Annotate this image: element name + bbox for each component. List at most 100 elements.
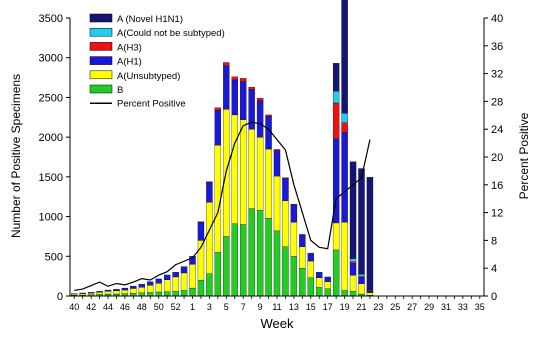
bar-segment-b [181, 290, 187, 296]
x-axis-title: Week [261, 316, 294, 331]
bar-segment-a-unsubtyped [130, 288, 136, 293]
x-tick-label: 27 [407, 302, 417, 312]
bar-segment-a-unsubtyped [173, 277, 179, 291]
legend-swatch [90, 85, 112, 93]
y2-tick-label: 20 [491, 152, 503, 164]
bar-segment-a-unsubtyped [367, 293, 373, 295]
bar-segment-a-h3 [215, 108, 221, 110]
bar-segment-a-h3 [333, 103, 339, 139]
bar-segment-a-unsubtyped [240, 120, 246, 225]
x-tick-label: 5 [224, 302, 229, 312]
bar-segment-b [249, 209, 255, 296]
bar-segment-a-h1 [198, 222, 204, 240]
y2-tick-label: 12 [491, 208, 503, 220]
x-tick-label: 33 [458, 302, 468, 312]
x-tick-label: 23 [373, 302, 383, 312]
bar-segment-a-h3 [274, 149, 280, 150]
bar-segment-b [257, 210, 263, 296]
y-axis-title: Number of Positive Specimens [9, 74, 23, 238]
legend-swatch [90, 57, 112, 65]
legend: A (Novel H1N1)A(Could not be subtyped)A(… [90, 14, 225, 110]
x-tick-label: 31 [441, 302, 451, 312]
bar-segment-a-unsubtyped [291, 222, 297, 256]
legend-label: B [117, 85, 123, 96]
bar-segment-a-unsubtyped [342, 222, 348, 290]
bar-segment-a-unsubtyped [181, 273, 187, 290]
y2-tick-label: 36 [491, 41, 503, 53]
bar-segment-b [240, 225, 246, 296]
bar-segment-a-h1 [325, 277, 331, 282]
bar-segment-a-h1 [223, 66, 229, 110]
bar-segment-a-h1 [206, 182, 212, 202]
y2-tick-label: 24 [491, 124, 503, 136]
y-tick-label: 1500 [39, 172, 63, 184]
bar-segment-a-h3 [342, 123, 348, 133]
x-tick-label: 25 [390, 302, 400, 312]
bar-segment-b [173, 291, 179, 296]
bar-segment-a-novel-h1n1 [358, 169, 364, 275]
bar-segment-a-h1 [113, 289, 119, 291]
bar-segment-a-could-not-be-subtyped [333, 91, 339, 103]
y2-axis-title: Percent Positive [517, 112, 531, 199]
bar-segment-a-h1 [147, 282, 153, 286]
y2-tick-label: 28 [491, 96, 503, 108]
x-tick-label: 9 [258, 302, 263, 312]
bar-segment-a-unsubtyped [164, 280, 170, 292]
bar-segment-a-unsubtyped [316, 278, 322, 288]
y2-tick-label: 4 [491, 263, 497, 275]
bar-segment-a-h1 [156, 279, 162, 283]
y2-tick-label: 8 [491, 235, 497, 247]
legend-label: A(H1) [117, 57, 142, 68]
bar-segment-a-unsubtyped [189, 264, 195, 288]
bar-segment-a-unsubtyped [71, 294, 77, 295]
legend-swatch [90, 14, 112, 22]
legend-swatch [90, 28, 112, 36]
bar-segment-a-h1 [316, 272, 322, 278]
legend-swatch [90, 71, 112, 79]
bar-segment-a-h3 [206, 182, 212, 183]
bar-segment-a-h3 [282, 178, 288, 179]
bar-segment-a-unsubtyped [156, 283, 162, 292]
y-tick-label: 3000 [39, 53, 63, 65]
y-tick-label: 3500 [39, 13, 63, 25]
bar-segment-a-h1 [367, 291, 373, 293]
x-tick-label: 46 [120, 302, 130, 312]
legend-label: A(Unsubtyped) [117, 71, 180, 82]
bar-segment-a-novel-h1n1 [333, 63, 339, 91]
bar-segment-b [189, 288, 195, 296]
bar-segment-a-h1 [181, 267, 187, 273]
bar-segment-a-h3 [266, 115, 272, 117]
bar-segment-b [232, 224, 238, 296]
bar-segment-a-novel-h1n1 [350, 162, 356, 259]
bar-segment-a-h3 [223, 62, 229, 65]
legend-label: A(H3) [117, 42, 142, 53]
y2-tick-label: 32 [491, 69, 503, 81]
bar-segment-a-unsubtyped [325, 282, 331, 289]
bar-segment-a-unsubtyped [299, 247, 305, 268]
legend-swatch [90, 42, 112, 50]
bar-segment-a-h3 [240, 78, 246, 81]
bar-segment-a-unsubtyped [350, 275, 356, 291]
x-tick-label: 11 [272, 302, 281, 312]
y-tick-label: 0 [57, 291, 63, 303]
bar-segment-a-h1 [342, 132, 348, 222]
bar-segment-a-h1 [274, 151, 280, 176]
bar-segment-b [333, 250, 339, 296]
bar-segment-a-unsubtyped [113, 291, 119, 294]
bar-segment-a-h1 [291, 205, 297, 222]
y2-tick-label: 16 [491, 180, 503, 192]
bar-segment-a-h1 [350, 263, 356, 275]
bar-segment-a-unsubtyped [147, 285, 153, 292]
x-tick-label: 15 [306, 302, 316, 312]
bar-segment-a-unsubtyped [80, 294, 86, 295]
bar-segment-a-h1 [122, 288, 128, 290]
legend-label: A(Could not be subtyped) [117, 28, 225, 39]
bar-segment-a-unsubtyped [206, 202, 212, 273]
bar-segment-a-unsubtyped [282, 201, 288, 247]
y-tick-label: 1000 [39, 212, 63, 224]
bar-segment-a-h1 [139, 284, 145, 287]
bar-segment-b [266, 218, 272, 296]
bar-segment-a-novel-h1n1 [342, 0, 348, 113]
